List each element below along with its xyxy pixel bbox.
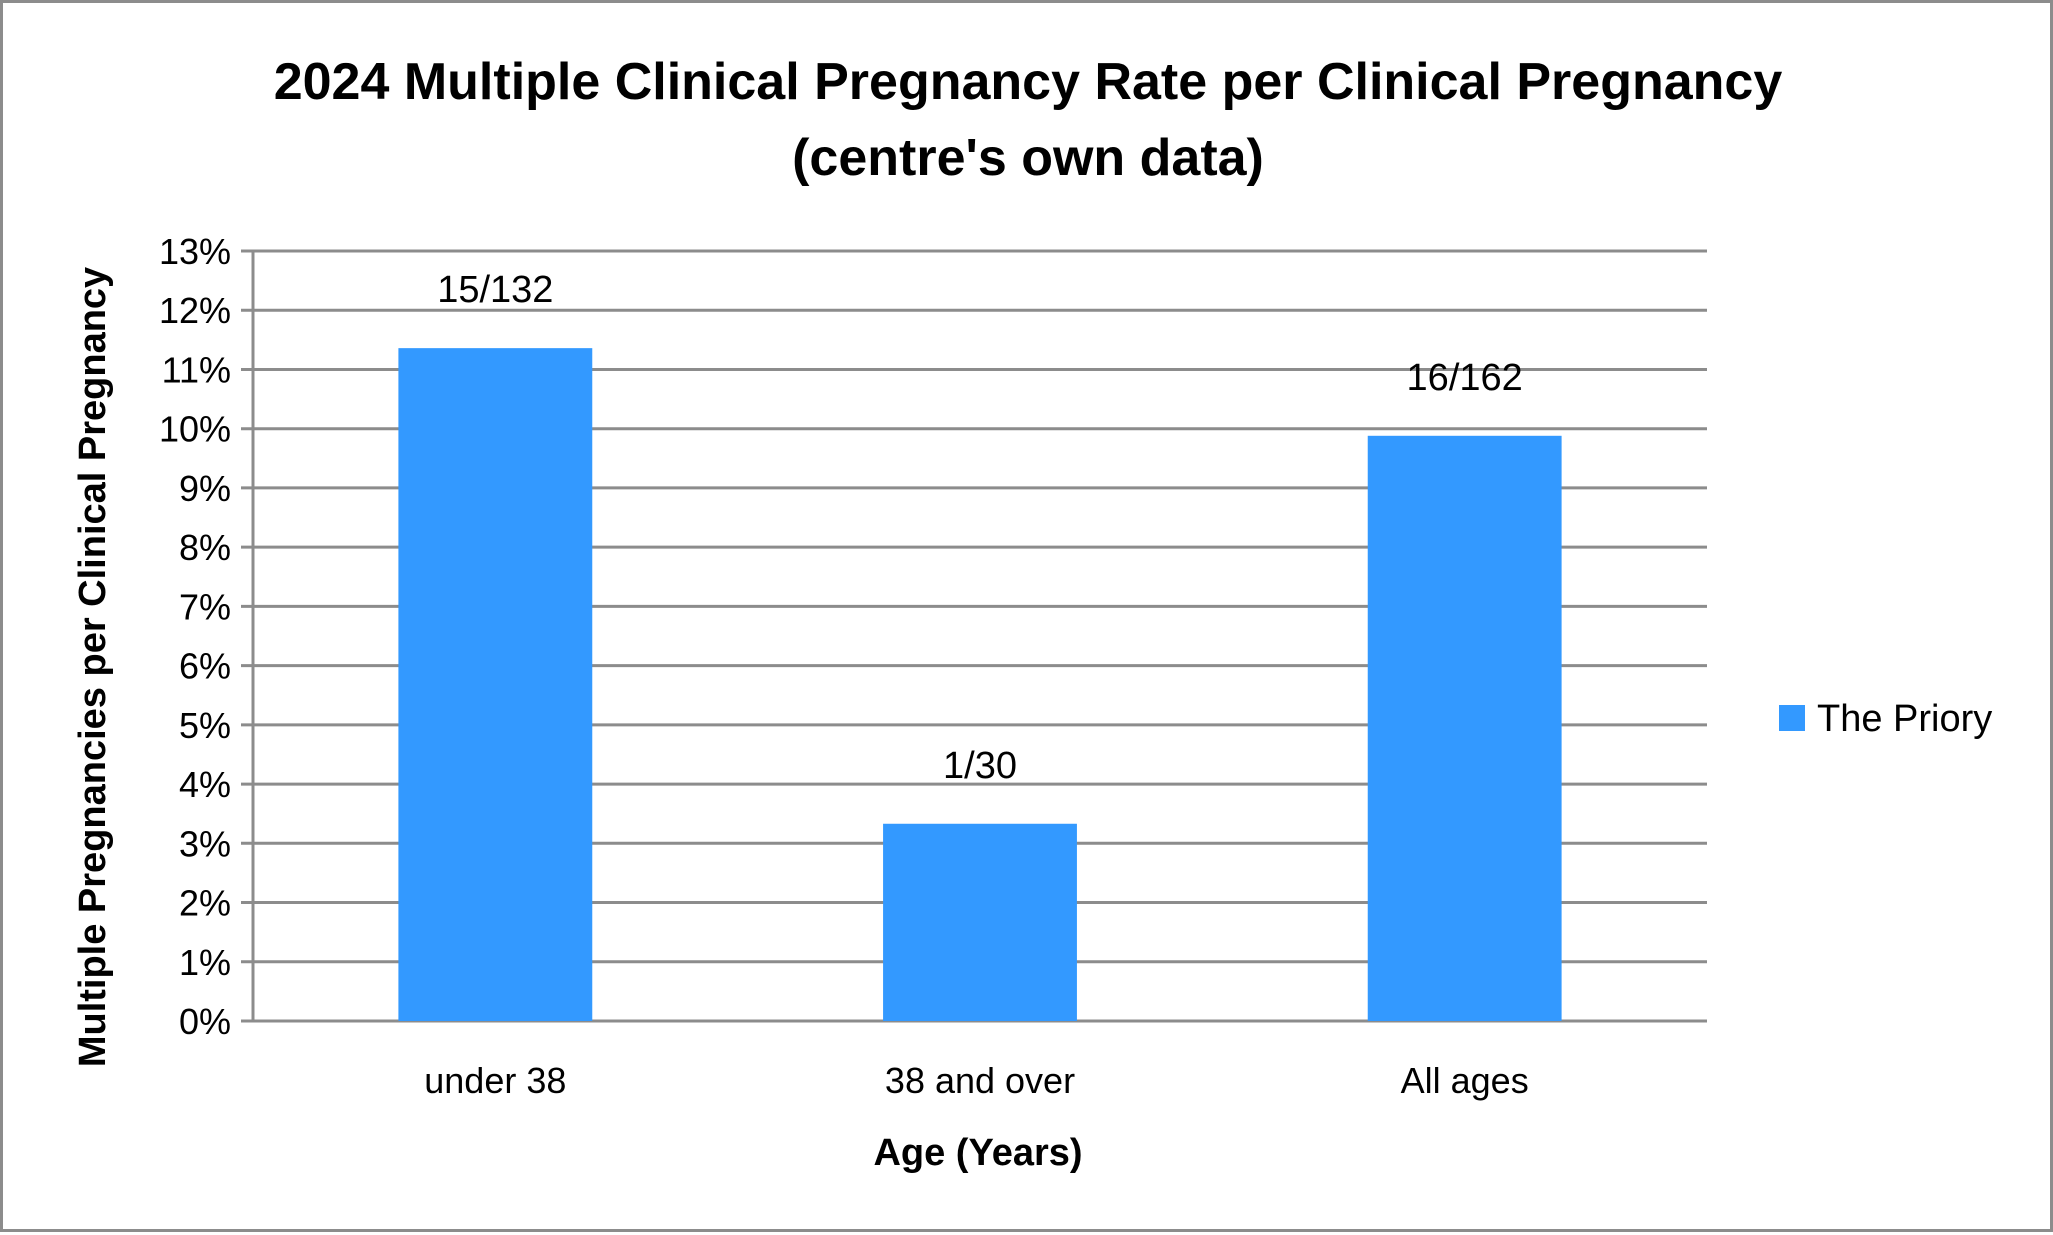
chart-title-line-1: 2024 Multiple Clinical Pregnancy Rate pe… [274, 53, 1783, 111]
bar [883, 823, 1077, 1021]
y-tick-label: 2% [179, 883, 231, 924]
x-tick-label: All ages [1401, 1060, 1529, 1101]
y-tick-label: 10% [159, 409, 231, 450]
y-tick-label: 8% [179, 527, 231, 568]
y-axis-title: Multiple Pregnancies per Clinical Pregna… [72, 267, 114, 1067]
bar-chart: 2024 Multiple Clinical Pregnancy Rate pe… [72, 53, 1992, 1174]
bar [398, 348, 593, 1022]
data-labels: 15/132 1/30 16/162 [437, 269, 1523, 787]
y-tick-label: 4% [179, 764, 231, 805]
y-tick-label: 5% [179, 705, 231, 746]
y-tick-label: 11% [162, 349, 231, 390]
y-tick-label: 3% [179, 823, 231, 864]
bar-data-label: 15/132 [437, 269, 553, 311]
y-tick-label: 12% [159, 290, 231, 331]
y-tick-label: 1% [179, 942, 231, 983]
bar [1367, 435, 1562, 1021]
legend-swatch-the-priory [1779, 705, 1805, 731]
y-tick-label: 7% [179, 586, 231, 627]
legend-label-the-priory: The Priory [1817, 698, 1992, 740]
x-tick-label: 38 and over [885, 1060, 1075, 1101]
y-tick-label: 0% [179, 1001, 231, 1042]
chart-title: 2024 Multiple Clinical Pregnancy Rate pe… [274, 53, 1783, 187]
bars [398, 348, 1562, 1022]
legend: The Priory [1779, 698, 1992, 740]
x-axis-title: Age (Years) [873, 1132, 1082, 1174]
y-axis-ticks: 0% 1% 2% 3% 4% 5% 6% 7% 8% 9% 10% 11% 12% 13% [159, 231, 231, 1042]
x-axis-ticks: under 38 38 and over All ages [424, 1060, 1528, 1101]
y-tick-label: 6% [179, 646, 231, 687]
x-tick-label: under 38 [424, 1060, 566, 1101]
y-tick-label: 9% [179, 468, 231, 509]
chart-title-line-2: (centre's own data) [792, 129, 1264, 187]
y-tick-label: 13% [159, 231, 231, 272]
bar-data-label: 1/30 [943, 745, 1017, 787]
bar-data-label: 16/162 [1407, 357, 1523, 399]
